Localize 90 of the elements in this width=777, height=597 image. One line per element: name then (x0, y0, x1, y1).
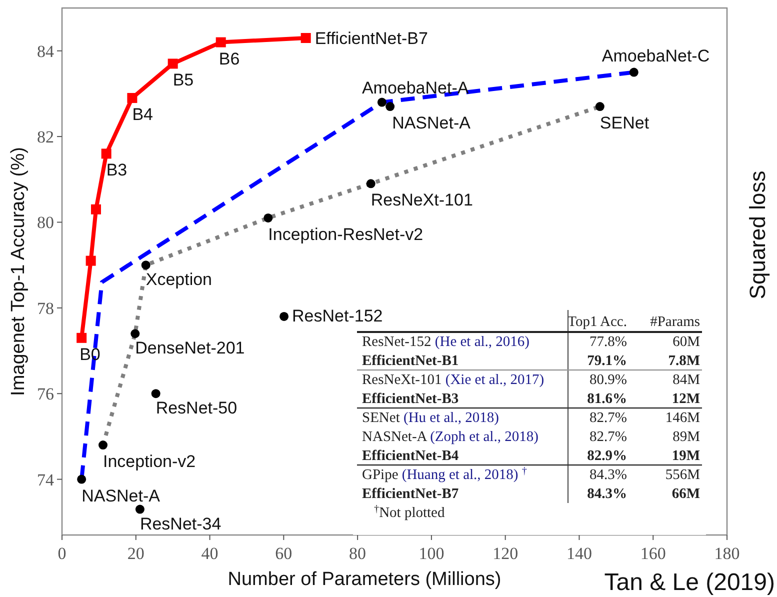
annotation: 146M (665, 410, 700, 426)
point (386, 102, 395, 112)
point (366, 179, 376, 188)
annotation: AmoebaNet-C (602, 46, 710, 66)
point (76, 332, 87, 343)
annotation: 84.3% (587, 486, 627, 502)
y-tick-label: 76 (37, 384, 54, 404)
annotation: B3 (106, 160, 128, 180)
x-tick-label: 40 (201, 544, 218, 563)
text: Squared loss (745, 170, 770, 300)
annotation: EfficientNet-B1 (362, 353, 459, 369)
annotation: 82.7% (590, 429, 627, 445)
x-tick-label: 20 (127, 544, 144, 563)
annotation: 89M (672, 429, 700, 445)
point (77, 474, 86, 484)
annotation: EfficientNet-B4 (362, 448, 459, 464)
annotation: EfficientNet-B7 (314, 28, 428, 48)
y-axis-title: Imagenet Top-1 Accuracy (%) (8, 147, 29, 396)
annotation: B5 (172, 70, 194, 90)
annotation: 80.9% (590, 372, 627, 388)
point (127, 92, 138, 103)
y-tick-label: 78 (37, 298, 54, 318)
annotation: EfficientNet-B7 (362, 486, 459, 502)
y-tick-label: 74 (37, 470, 54, 490)
point (101, 148, 112, 159)
point (141, 260, 150, 270)
x-tick-label: 140 (566, 544, 592, 563)
point (377, 98, 386, 107)
annotation: ResNet-50 (156, 398, 238, 418)
y-tick-label: 84 (37, 42, 54, 61)
annotation: EfficientNet-B3 (362, 391, 459, 407)
annotation: SENet (600, 114, 650, 133)
annotation: 84M (672, 372, 700, 388)
annotation: 556M (665, 467, 700, 483)
x-tick-label: 160 (640, 544, 666, 563)
point (168, 58, 178, 69)
point (135, 504, 144, 514)
annotation: $^{†}$Not plotted (374, 504, 446, 521)
annotation: Inception-ResNet-v2 (268, 224, 424, 244)
point (90, 204, 101, 214)
point (130, 329, 140, 338)
annotation: AmoebaNet-A (362, 78, 470, 98)
point (300, 32, 311, 43)
point (595, 102, 604, 112)
annotation: B6 (218, 49, 240, 68)
point (86, 256, 96, 266)
annotation: 19M (672, 448, 700, 464)
text: Tan & Le (2019) (604, 569, 775, 596)
x-tick-label: 120 (492, 544, 518, 563)
annotation: NASNet-A (392, 114, 472, 133)
point (151, 389, 160, 398)
annotation: 82.9% (587, 448, 627, 464)
point (280, 312, 289, 321)
annotation: 77.8% (590, 334, 627, 350)
x-tick-label: 80 (349, 544, 366, 563)
x-tick-label: 100 (418, 544, 444, 563)
annotation: Xception (146, 270, 212, 290)
annotation: 81.6% (587, 391, 627, 407)
annotation: NASNet-A (Zoph et al., 2018) (362, 429, 539, 445)
point (629, 68, 638, 77)
point (264, 213, 273, 222)
point (216, 37, 226, 48)
x-axis-title: Number of Parameters (Millions) (228, 569, 502, 590)
annotation: ResNeXt-101 (370, 190, 473, 210)
annotation: 12M (672, 391, 700, 407)
annotation: 7.8M (668, 353, 700, 369)
annotation: DenseNet-201 (135, 338, 245, 358)
annotation: 79.1% (587, 353, 627, 369)
annotation: B0 (80, 344, 100, 364)
annotation: #Params (650, 314, 700, 330)
annotation: ResNeXt-101 (Xie et al., 2017) (362, 372, 544, 388)
annotation: SENet (Hu et al., 2018) (362, 410, 500, 426)
point (98, 440, 108, 450)
annotation: GPipe (Huang et al., 2018) $^{†}$ (362, 466, 527, 483)
annotation: 82.7% (590, 410, 627, 426)
annotation: 60M (672, 334, 700, 350)
x-tick-label: 0 (58, 544, 66, 563)
annotation: B4 (132, 104, 153, 124)
annotation: ResNet-152 (292, 306, 383, 326)
annotation: Inception-v2 (103, 452, 196, 472)
x-tick-label: 60 (275, 544, 292, 563)
y-tick-label: 82 (37, 128, 54, 147)
annotation: 84.3% (590, 467, 627, 483)
annotation: Top1 Acc. (568, 314, 627, 330)
annotation: ResNet-34 (140, 514, 222, 534)
x-tick-label: 180 (714, 544, 740, 563)
y-tick-label: 80 (37, 213, 54, 232)
annotation: NASNet-A (82, 486, 161, 506)
annotation: 66M (672, 486, 700, 502)
annotation: ResNet-152 (He et al., 2016) (362, 334, 530, 350)
